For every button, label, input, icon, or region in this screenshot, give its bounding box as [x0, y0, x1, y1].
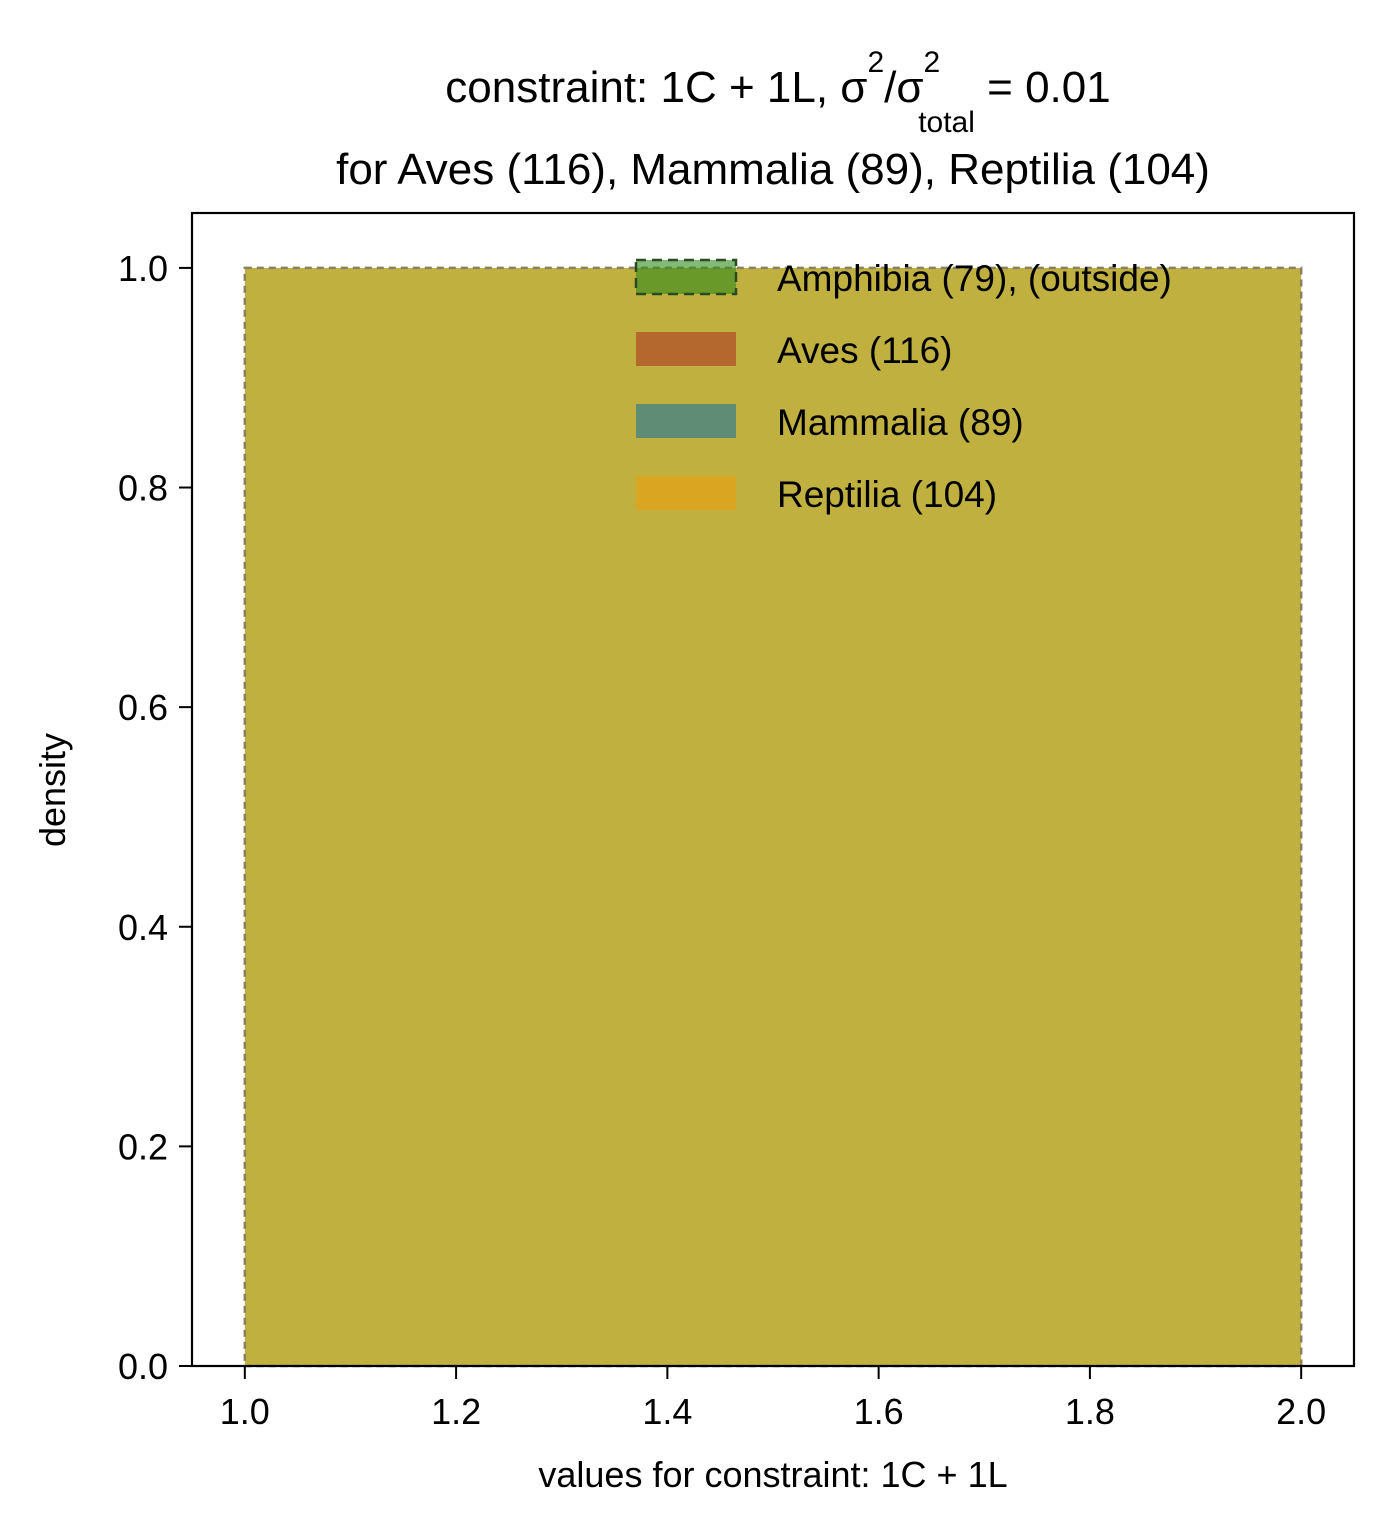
x-tick-label: 1.2	[431, 1391, 481, 1432]
x-tick-label: 1.8	[1065, 1391, 1115, 1432]
legend-label: Mammalia (89)	[777, 402, 1024, 443]
x-axis-ticks: 1.0 1.2 1.4 1.6 1.8 2.0	[220, 1366, 1326, 1432]
y-tick-label: 0.8	[118, 468, 168, 509]
legend-label: Reptilia (104)	[777, 474, 997, 515]
bar-reptilia	[244, 267, 1302, 1366]
x-tick-label: 1.0	[220, 1391, 270, 1432]
y-tick-label: 0.4	[118, 907, 168, 948]
x-tick-label: 1.4	[642, 1391, 692, 1432]
legend: Amphibia (79), (outside) Aves (116) Mammal…	[634, 258, 1172, 515]
x-tick-label: 2.0	[1276, 1391, 1326, 1432]
legend-swatch	[636, 476, 736, 510]
axes-frame	[190, 211, 1356, 1368]
y-tick-label: 1.0	[118, 248, 168, 289]
legend-swatch	[634, 258, 738, 296]
y-axis-ticks: 0.0 0.2 0.4 0.6 0.8 1.0	[118, 248, 192, 1387]
legend-swatch	[636, 332, 736, 366]
x-tick-label: 1.6	[854, 1391, 904, 1432]
y-tick-label: 0.6	[118, 687, 168, 728]
legend-swatch	[636, 404, 736, 438]
chart-title-line1: constraint: 1C + 1L, σ2/σ2 total = 0.01	[445, 46, 1110, 139]
histogram-bars	[243, 266, 1303, 1368]
y-tick-label: 0.0	[118, 1346, 168, 1387]
legend-label: Aves (116)	[777, 330, 953, 371]
chart-title-line2: for Aves (116), Mammalia (89), Reptilia …	[336, 145, 1210, 194]
y-tick-label: 0.2	[118, 1126, 168, 1167]
y-axis-label: density	[32, 733, 73, 847]
legend-label: Amphibia (79), (outside)	[777, 258, 1172, 299]
x-axis-label: values for constraint: 1C + 1L	[538, 1454, 1007, 1495]
